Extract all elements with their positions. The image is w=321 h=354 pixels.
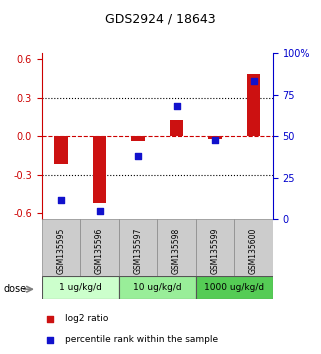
FancyBboxPatch shape (157, 219, 196, 276)
Text: GDS2924 / 18643: GDS2924 / 18643 (105, 12, 216, 25)
Bar (93, 136, 106, 203)
Point (135, 153, 141, 159)
Point (97, 208, 102, 214)
Text: dose: dose (3, 284, 26, 293)
Text: GSM135598: GSM135598 (172, 228, 181, 274)
FancyBboxPatch shape (119, 219, 157, 276)
Text: 1 ug/kg/d: 1 ug/kg/d (59, 283, 102, 292)
FancyBboxPatch shape (80, 219, 119, 276)
Point (174, 103, 179, 109)
Text: log2 ratio: log2 ratio (65, 314, 109, 323)
Bar (131, 136, 145, 141)
Text: GSM135600: GSM135600 (249, 228, 258, 274)
Point (47, 316, 52, 321)
FancyBboxPatch shape (119, 276, 196, 299)
FancyBboxPatch shape (196, 276, 273, 299)
Point (47, 337, 52, 343)
Text: GSM135596: GSM135596 (95, 228, 104, 274)
FancyBboxPatch shape (42, 219, 80, 276)
Text: 1000 ug/kg/d: 1000 ug/kg/d (204, 283, 265, 292)
Point (251, 79, 256, 84)
Point (58, 197, 64, 202)
FancyBboxPatch shape (42, 276, 119, 299)
Text: percentile rank within the sample: percentile rank within the sample (65, 335, 219, 344)
Point (213, 137, 218, 142)
Bar (170, 120, 183, 136)
Bar (247, 74, 260, 136)
FancyBboxPatch shape (234, 219, 273, 276)
Text: GSM135597: GSM135597 (134, 228, 143, 274)
Bar (208, 136, 222, 139)
FancyBboxPatch shape (196, 219, 234, 276)
Bar (54, 136, 68, 165)
Text: GSM135595: GSM135595 (56, 228, 65, 274)
Text: 10 ug/kg/d: 10 ug/kg/d (133, 283, 182, 292)
Text: GSM135599: GSM135599 (211, 228, 220, 274)
